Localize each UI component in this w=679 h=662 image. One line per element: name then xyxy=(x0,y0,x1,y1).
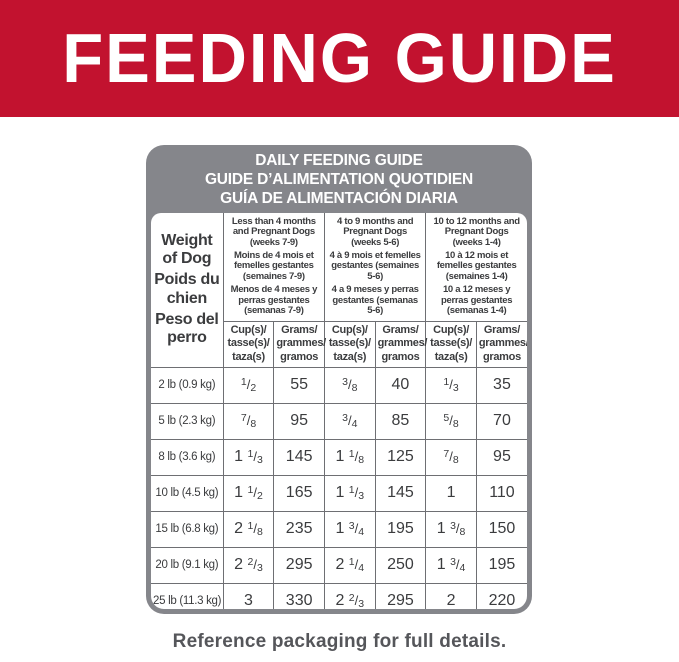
feeding-guide-banner: FEEDING GUIDE xyxy=(0,0,679,117)
value-cell: 145 xyxy=(273,439,325,476)
value-cell: 5/8 xyxy=(425,403,477,440)
value-cell: 1 3/4 xyxy=(425,547,477,584)
value-cell: 95 xyxy=(476,439,527,476)
card-title-es: GUÍA DE ALIMENTACIÓN DIARIA xyxy=(220,189,458,207)
weight-cell: 15 lb (6.8 kg) xyxy=(151,511,224,548)
value-cell: 85 xyxy=(375,403,427,440)
weight-cell: 10 lb (4.5 kg) xyxy=(151,475,224,512)
weight-cell: 20 lb (9.1 kg) xyxy=(151,547,224,584)
value-cell: 55 xyxy=(273,367,325,404)
daily-feeding-guide-card: DAILY FEEDING GUIDE GUIDE D’ALIMENTATION… xyxy=(146,145,532,614)
weight-cell: 8 lb (3.6 kg) xyxy=(151,439,224,476)
weight-header-fr: Poids du chien xyxy=(154,271,220,307)
table-row: 10 lb (4.5 kg) 1 1/2 165 1 1/3 145 1 110 xyxy=(151,475,527,512)
value-cell: 95 xyxy=(273,403,325,440)
caption: Reference packaging for full details. xyxy=(172,631,507,652)
value-cell: 3/4 xyxy=(324,403,376,440)
value-cell: 1 1/2 xyxy=(223,475,275,512)
value-cell: 2 1/4 xyxy=(324,547,376,584)
feeding-table: Weight of Dog Poids du chien Peso del pe… xyxy=(151,212,527,609)
card-title: DAILY FEEDING GUIDE GUIDE D’ALIMENTATION… xyxy=(151,145,527,213)
value-cell: 35 xyxy=(476,367,527,404)
value-cell: 2 xyxy=(425,583,477,609)
value-cell: 330 xyxy=(273,583,325,609)
value-cell: 2 2/3 xyxy=(324,583,376,609)
banner-title: FEEDING GUIDE xyxy=(62,19,617,98)
value-cell: 7/8 xyxy=(223,403,275,440)
age-group-3-en: 10 to 12 months and Pregnant Dogs (weeks… xyxy=(433,215,520,248)
feeding-table-body: Weight of Dog Poids du chien Peso del pe… xyxy=(151,212,527,609)
table-row: 15 lb (6.8 kg) 2 1/8 235 1 3/4 195 1 3/8… xyxy=(151,511,527,548)
value-cell: 110 xyxy=(476,475,527,512)
age-group-1-fr: Moins de 4 mois et femelles gestantes (s… xyxy=(234,250,314,282)
value-cell: 2 1/8 xyxy=(223,511,275,548)
weight-cell: 5 lb (2.3 kg) xyxy=(151,403,224,440)
table-row: 2 lb (0.9 kg) 1/2 55 3/8 40 1/3 35 xyxy=(151,367,527,404)
value-cell: 220 xyxy=(488,592,516,609)
value-cell: 7/8 xyxy=(425,439,477,476)
age-group-2-es: 4 a 9 meses y perras gestantes (semanas … xyxy=(331,284,419,317)
value-cell: 195 xyxy=(476,547,527,584)
unit-header-cups-1: Cup(s)/ tasse(s)/ taza(s) xyxy=(223,321,275,368)
value-cell: 1 3/4 xyxy=(324,511,376,548)
weight-header-es: Peso del perro xyxy=(155,311,219,347)
age-group-header-2: 4 to 9 months and Pregnant Dogs (weeks 5… xyxy=(324,212,427,322)
value-cell: 1 xyxy=(425,475,477,512)
value-cell: 1/2 xyxy=(223,367,275,404)
value-cell: 150 xyxy=(476,511,527,548)
value-cell: 165 xyxy=(273,475,325,512)
table-row: 8 lb (3.6 kg) 1 1/3 145 1 1/8 125 7/8 95 xyxy=(151,439,527,476)
age-group-2-en: 4 to 9 months and Pregnant Dogs (weeks 5… xyxy=(337,215,414,248)
age-group-1-en: Less than 4 months and Pregnant Dogs (we… xyxy=(231,215,316,248)
value-cell: 3 xyxy=(223,583,275,609)
value-cell: 1 1/3 xyxy=(223,439,275,476)
table-row: 5 lb (2.3 kg) 7/8 95 3/4 85 5/8 70 xyxy=(151,403,527,440)
weight-header-en: Weight of Dog xyxy=(161,231,213,267)
value-cell: 195 xyxy=(375,511,427,548)
value-cell: 40 xyxy=(375,367,427,404)
value-cell: 235 xyxy=(273,511,325,548)
age-group-1-es: Menos de 4 meses y perras gestantes (sem… xyxy=(230,284,318,317)
value-cell: 1/3 xyxy=(425,367,477,404)
card-title-fr: GUIDE D’ALIMENTATION QUOTIDIEN xyxy=(204,170,474,188)
age-group-header-3: 10 to 12 months and Pregnant Dogs (weeks… xyxy=(425,212,527,322)
value-cell: 145 xyxy=(375,475,427,512)
table-row: 25 lb (11.3 kg) 3 330 2 2/3 295 2 220 xyxy=(151,583,527,609)
weight-cell: 25 lb (11.3 kg) xyxy=(151,583,224,609)
unit-header-grams-3: Grams/ grammes/ gramos xyxy=(476,321,527,368)
value-cell: 295 xyxy=(375,583,427,609)
value-cell: 250 xyxy=(375,547,427,584)
age-group-3-fr: 10 à 12 mois et femelles gestantes (sema… xyxy=(436,250,517,282)
table-row: 20 lb (9.1 kg) 2 2/3 295 2 1/4 250 1 3/4… xyxy=(151,547,527,584)
unit-header-grams-1: Grams/ grammes/ gramos xyxy=(273,321,326,368)
value-cell: 1 1/3 xyxy=(324,475,376,512)
weight-of-dog-header: Weight of Dog Poids du chien Peso del pe… xyxy=(151,212,224,368)
value-cell: 295 xyxy=(273,547,325,584)
unit-header-grams-2: Grams/ grammes/ gramos xyxy=(375,321,427,368)
value-cell: 1 1/8 xyxy=(324,439,376,476)
age-group-2-fr: 4 à 9 mois et femelles gestantes (semain… xyxy=(329,250,421,282)
age-group-3-es: 10 a 12 meses y perras gestantes (semana… xyxy=(441,284,513,317)
value-cell: 2 2/3 xyxy=(223,547,275,584)
card-title-en: DAILY FEEDING GUIDE xyxy=(255,152,423,169)
unit-header-cups-2: Cup(s)/ tasse(s)/ taza(s) xyxy=(324,321,376,368)
value-cell: 3/8 xyxy=(324,367,376,404)
weight-cell: 2 lb (0.9 kg) xyxy=(151,367,224,404)
age-group-header-1: Less than 4 months and Pregnant Dogs (we… xyxy=(223,212,325,322)
unit-header-cups-3: Cup(s)/ tasse(s)/ taza(s) xyxy=(425,321,477,368)
value-cell: 125 xyxy=(375,439,427,476)
value-cell: 1 3/8 xyxy=(425,511,477,548)
value-cell: 70 xyxy=(476,403,527,440)
